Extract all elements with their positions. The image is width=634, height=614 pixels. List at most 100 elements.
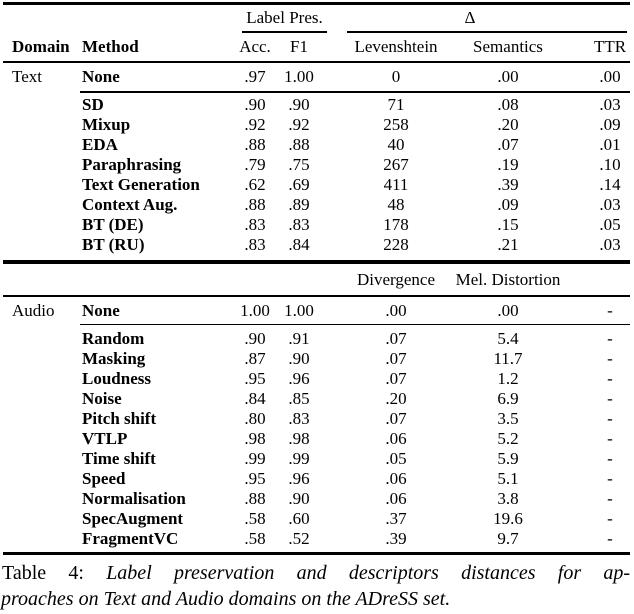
- ttr-cell: .14: [599, 175, 621, 194]
- domain-cell: [12, 489, 82, 509]
- mel-distortion-cell: 5.2: [497, 429, 519, 448]
- cmidrule-audio-none: [80, 323, 630, 325]
- table-row: Masking .87 .90 .07 11.7 -: [0, 349, 634, 369]
- table-row-audio-none: Audio None 1.00 1.00 .00 .00 -: [0, 297, 634, 324]
- levenshtein-cell: 228: [383, 235, 409, 254]
- table-row: EDA .88 .88 40 .07 .01: [0, 135, 634, 155]
- method-cell: BT (DE): [82, 215, 144, 234]
- divergence-cell: .07: [385, 409, 407, 428]
- mel-distortion-cell: 11.7: [493, 349, 523, 368]
- method-cell: Time shift: [82, 449, 156, 468]
- ttr-cell: -: [607, 329, 613, 348]
- method-cell: Pitch shift: [82, 409, 157, 428]
- divergence-cell: .06: [385, 429, 407, 448]
- ttr-cell: -: [607, 300, 613, 320]
- ttr-cell: -: [607, 489, 613, 508]
- acc-cell: .58: [244, 529, 266, 548]
- domain-cell: [12, 509, 82, 529]
- acc-cell: .95: [244, 369, 266, 388]
- method-cell: Text Generation: [82, 175, 200, 194]
- acc-cell: .95: [244, 469, 266, 488]
- header-group-row: Label Pres. Δ: [0, 5, 634, 31]
- rule-bottom: [3, 552, 630, 555]
- f1-cell: 1.00: [284, 67, 314, 86]
- table-row: Mixup .92 .92 258 .20 .09: [0, 115, 634, 135]
- column-header-divergence: Divergence: [356, 269, 436, 289]
- acc-cell: .87: [244, 349, 266, 368]
- column-header-mel-distortion: Mel. Distortion: [455, 269, 561, 289]
- method-cell: Random: [82, 329, 145, 348]
- f1-cell: .75: [288, 155, 310, 174]
- acc-cell: .90: [244, 329, 266, 348]
- ttr-cell: .10: [599, 155, 621, 174]
- mel-distortion-cell: 5.9: [497, 449, 519, 468]
- acc-cell: .80: [244, 409, 266, 428]
- ttr-cell: .09: [599, 115, 621, 134]
- cmidrule-label-pres: [242, 31, 327, 33]
- ttr-cell: .03: [599, 95, 621, 114]
- ttr-cell: -: [607, 409, 613, 428]
- mel-distortion-cell: 19.6: [493, 509, 523, 528]
- divergence-cell: .07: [385, 329, 407, 348]
- caption-line-1: Table 4: Label preservation and descript…: [0, 560, 634, 586]
- divergence-cell: .07: [385, 349, 407, 368]
- domain-cell: [12, 195, 82, 215]
- method-cell: Paraphrasing: [82, 155, 182, 174]
- table-row: Noise .84 .85 .20 6.9 -: [0, 389, 634, 409]
- acc-cell: .79: [244, 155, 266, 174]
- ttr-cell: -: [607, 509, 613, 528]
- f1-cell: .90: [288, 95, 310, 114]
- domain-cell: [12, 449, 82, 469]
- semantics-cell: .19: [497, 155, 519, 174]
- domain-cell: [12, 215, 82, 235]
- ttr-cell: -: [607, 469, 613, 488]
- mel-distortion-cell: 3.5: [497, 409, 519, 428]
- acc-cell: .88: [244, 195, 266, 214]
- domain-cell: Text: [12, 67, 42, 86]
- table-row: Random .90 .91 .07 5.4 -: [0, 329, 634, 349]
- audio-subheader-row: Divergence Mel. Distortion: [0, 264, 634, 295]
- method-cell: FragmentVC: [82, 529, 179, 548]
- f1-cell: .83: [288, 215, 310, 234]
- semantics-cell: .00: [497, 67, 519, 86]
- f1-cell: .88: [288, 135, 310, 154]
- domain-cell: [12, 95, 82, 115]
- method-cell: Normalisation: [82, 489, 186, 508]
- semantics-cell: .09: [497, 195, 519, 214]
- mel-distortion-cell: 5.1: [497, 469, 519, 488]
- acc-cell: .83: [244, 215, 266, 234]
- table-row: Speed .95 .96 .06 5.1 -: [0, 469, 634, 489]
- semantics-cell: .21: [497, 235, 519, 254]
- table-row: Text Generation .62 .69 411 .39 .14: [0, 175, 634, 195]
- acc-cell: .97: [244, 67, 266, 86]
- divergence-cell: .00: [385, 300, 407, 320]
- rule-header-separator: [3, 60, 630, 63]
- text-rows-group: SD .90 .90 71 .08 .03 Mixup .92 .92 258 …: [0, 95, 634, 255]
- table-row: SD .90 .90 71 .08 .03: [0, 95, 634, 115]
- mel-distortion-cell: 1.2: [497, 369, 519, 388]
- table-row: Context Aug. .88 .89 48 .09 .03: [0, 195, 634, 215]
- f1-cell: .84: [288, 235, 310, 254]
- column-header-row: Domain Method Acc. F1 Levenshtein Semant…: [0, 33, 634, 61]
- ttr-cell: -: [607, 369, 613, 388]
- audio-none-cmidrule-row: [0, 323, 634, 325]
- acc-cell: .92: [244, 115, 266, 134]
- rule-top: [3, 2, 630, 5]
- divergence-cell: .06: [385, 469, 407, 488]
- method-cell: None: [82, 67, 120, 86]
- empty-cell: [12, 264, 82, 295]
- method-cell: Mixup: [82, 115, 131, 134]
- table-row: SpecAugment .58 .60 .37 19.6 -: [0, 509, 634, 529]
- f1-cell: 1.00: [284, 300, 314, 320]
- f1-cell: .89: [288, 195, 310, 214]
- ttr-cell: .01: [599, 135, 621, 154]
- method-cell: BT (RU): [82, 235, 145, 254]
- ttr-cell: .03: [599, 235, 621, 254]
- cmidrule-delta: [347, 31, 627, 33]
- acc-cell: .88: [244, 135, 266, 154]
- column-header-ttr: TTR: [593, 36, 627, 56]
- acc-cell: .84: [244, 389, 266, 408]
- table-row: Normalisation .88 .90 .06 3.8 -: [0, 489, 634, 509]
- delta-group-header: Δ: [464, 8, 476, 27]
- levenshtein-cell: 411: [383, 175, 409, 194]
